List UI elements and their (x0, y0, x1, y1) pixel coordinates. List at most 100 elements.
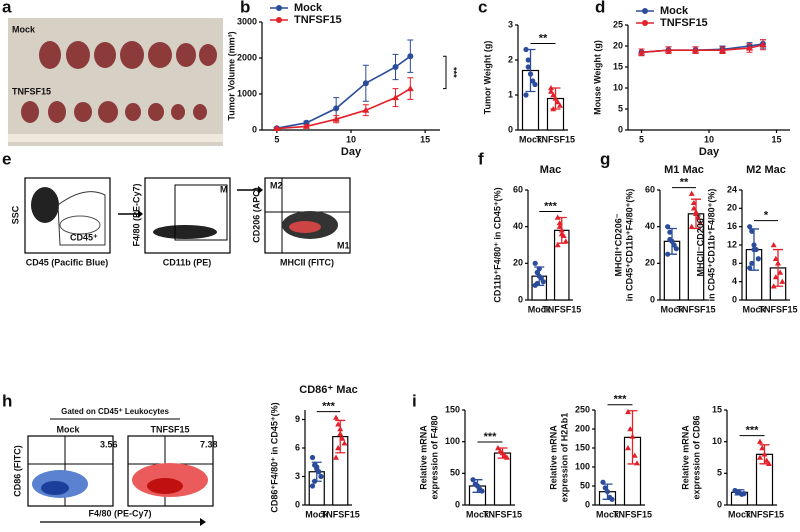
data-point (747, 265, 753, 271)
chart-title: M1 Mac (664, 164, 704, 176)
flow-density (31, 187, 59, 223)
data-point (690, 199, 697, 206)
gate-label: M1 (337, 240, 350, 250)
significance: *** (449, 67, 459, 78)
data-point (690, 205, 697, 211)
quadrant-percent: 3.56 (100, 439, 118, 449)
y-tick-label: 150 (445, 404, 460, 414)
data-point (667, 236, 673, 243)
data-point (604, 489, 611, 495)
legend-label: Mock (294, 2, 323, 14)
data-point (755, 256, 761, 262)
y-axis-label: Mouse Weight (g) (592, 40, 602, 115)
data-point (552, 95, 559, 101)
data-point (534, 280, 540, 287)
x-tick-label: Mock (305, 509, 329, 519)
y-tick-label: 0 (650, 294, 655, 304)
y-tick-label: 24 (727, 184, 737, 194)
flow-frame (127, 435, 214, 507)
data-point (314, 464, 320, 470)
legend-marker (642, 20, 648, 26)
significance: *** (484, 431, 498, 443)
point (746, 44, 753, 51)
panel-label: f (478, 149, 484, 168)
flow-axis-label: CD206 (APC) (251, 187, 261, 243)
data-point (770, 283, 777, 289)
y-axis-label: CD86⁺F4/80⁺ in CD45⁺(%) (269, 402, 279, 512)
data-point (665, 251, 671, 257)
data-point (312, 478, 318, 484)
data-point (525, 57, 531, 63)
data-point (309, 454, 316, 461)
x-tick-label: 5 (639, 134, 644, 144)
data-point (316, 469, 322, 475)
y-tick-label: 20 (513, 258, 523, 268)
data-point (749, 260, 755, 266)
data-point (341, 440, 348, 446)
data-point (629, 433, 636, 439)
arrow-head (138, 210, 143, 218)
data-point (695, 214, 702, 220)
significance: *** (544, 200, 558, 212)
y-tick-label: 3 (295, 471, 300, 481)
flow-axis-label: CD86 (FITC) (12, 445, 22, 497)
y-axis-label: expression of H2Ab1 (559, 413, 569, 503)
point (332, 115, 340, 122)
data-point (609, 496, 615, 502)
legend-label: TNFSF15 (660, 17, 708, 29)
x-tick-label: 15 (771, 134, 781, 144)
point (303, 122, 310, 129)
data-point (470, 477, 476, 483)
y-tick-label: 150 (575, 442, 590, 452)
y-axis-label: in CD45⁺CD11b⁺F4/80⁺(%) (706, 189, 716, 302)
y-axis-label: CD11b⁺F4/80⁺ in CD45⁺(%) (492, 187, 502, 302)
point (406, 85, 414, 92)
significance: *** (614, 394, 628, 406)
data-point (523, 92, 529, 98)
flow-frame (144, 177, 231, 254)
flow-axis-label: MHCII (FITC) (280, 257, 334, 267)
data-point (550, 92, 557, 98)
y-tick-label: 100 (445, 436, 460, 446)
data-point (625, 445, 631, 451)
x-tick-label: TNFSF15 (613, 509, 652, 519)
data-point (554, 214, 561, 220)
data-point (548, 85, 554, 91)
flow-contour (59, 215, 101, 235)
y-tick-label: 15 (712, 404, 722, 414)
flow-plots-h (27, 435, 214, 526)
data-point (479, 488, 485, 494)
significance: *** (322, 401, 336, 413)
point (392, 94, 399, 101)
x-tick-label: Mock (596, 509, 620, 519)
point (362, 80, 369, 87)
data-point (759, 445, 766, 451)
data-point (749, 228, 755, 234)
y-axis-label: Relative mRNA (418, 425, 428, 490)
significance: ** (539, 32, 548, 44)
y-tick-label: 0 (508, 124, 513, 134)
data-point (665, 224, 671, 230)
y-tick-label: 0 (717, 499, 722, 509)
gate-label: CD45⁺ (70, 232, 98, 242)
point (759, 41, 767, 48)
flow-axis-label: CD11b (PE) (163, 257, 212, 267)
x-tick-label: TNFSF15 (536, 134, 575, 144)
data-point (339, 435, 346, 441)
flow-frame (264, 177, 351, 254)
point (719, 46, 726, 53)
data-point (634, 460, 640, 466)
y-tick-label: 20 (727, 203, 737, 213)
data-point (562, 238, 569, 244)
data-point (558, 231, 565, 237)
y-axis-label: Tumor Volume (mm³) (226, 31, 236, 120)
y-tick-label: 60 (645, 184, 655, 194)
data-point (337, 430, 344, 436)
panel-label: b (240, 0, 250, 16)
y-tick-label: 8 (732, 258, 737, 268)
data-point (741, 491, 747, 497)
flow-density (147, 478, 183, 494)
flow-gate (57, 191, 106, 246)
y-tick-label: 10 (613, 82, 623, 92)
data-point (532, 260, 538, 266)
